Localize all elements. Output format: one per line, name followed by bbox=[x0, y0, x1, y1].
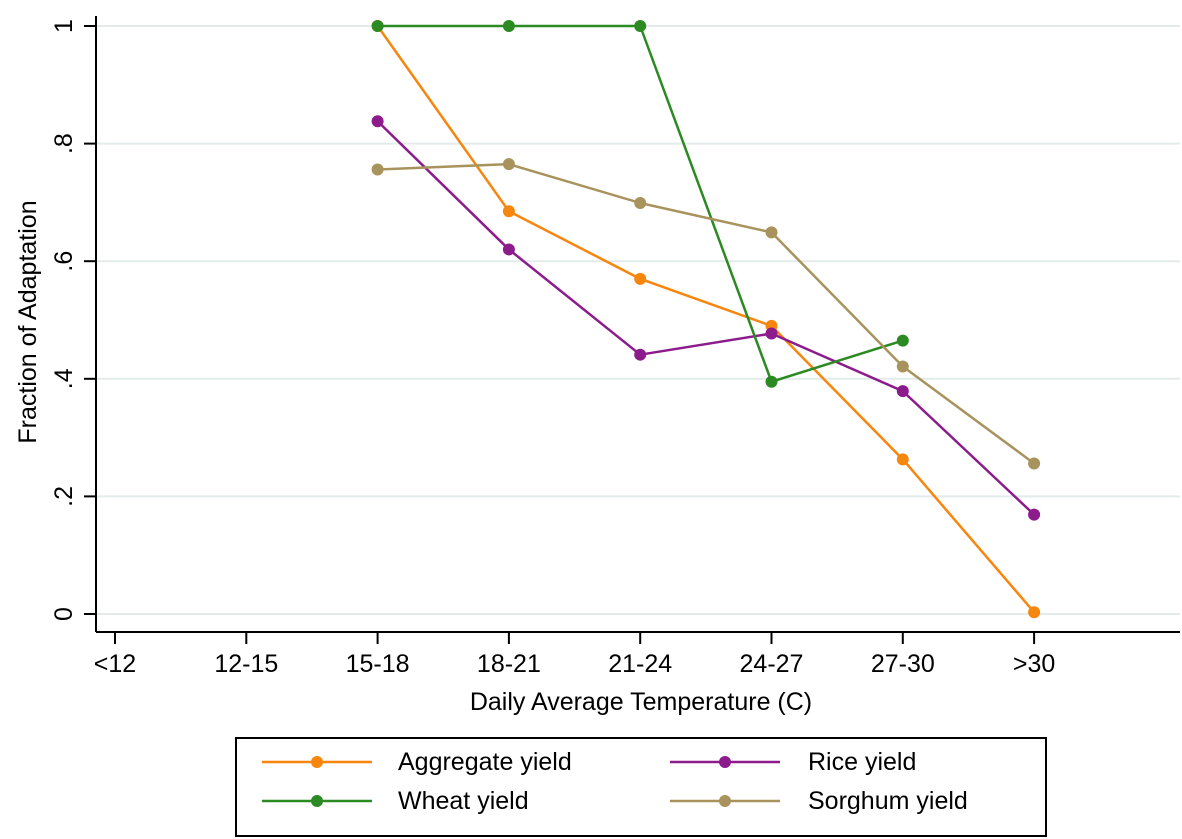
x-tick-label-4: 21-24 bbox=[608, 650, 672, 678]
series-2 bbox=[371, 20, 909, 388]
y-tick-label-4: .8 bbox=[50, 133, 78, 154]
x-tick-label-3: 18-21 bbox=[477, 650, 541, 678]
series-3-point-2 bbox=[371, 163, 384, 176]
series-3-point-3 bbox=[502, 158, 515, 171]
legend-label-1: Rice yield bbox=[808, 748, 916, 776]
series-3-point-5 bbox=[765, 226, 778, 239]
series-1-point-7 bbox=[1028, 508, 1041, 521]
series-1-point-3 bbox=[502, 243, 515, 256]
x-tick-label-5: 24-27 bbox=[740, 650, 804, 678]
series-0-point-3 bbox=[502, 205, 515, 218]
y-tick-label-3: .6 bbox=[50, 251, 78, 272]
legend-swatch-marker-0 bbox=[311, 756, 323, 768]
series-3-point-7 bbox=[1028, 457, 1041, 470]
series-2-point-6 bbox=[896, 334, 909, 347]
series-3 bbox=[371, 158, 1041, 470]
legend-item-1: Rice yield bbox=[670, 748, 916, 776]
series-3-line bbox=[377, 162, 1035, 465]
series-0 bbox=[371, 20, 1041, 619]
x-tick-label-7: >30 bbox=[1013, 650, 1055, 678]
legend-box bbox=[235, 737, 1047, 837]
y-tick-label-2: .4 bbox=[50, 368, 78, 389]
legend-swatch-marker-2 bbox=[311, 795, 323, 807]
x-tick-label-6: 27-30 bbox=[871, 650, 935, 678]
series-lines bbox=[371, 20, 1041, 619]
legend-label-0: Aggregate yield bbox=[398, 748, 572, 776]
series-2-point-5 bbox=[765, 375, 778, 388]
series-2-point-3 bbox=[502, 20, 515, 32]
y-axis-title: Fraction of Adaptation bbox=[14, 200, 42, 443]
series-2-point-2 bbox=[371, 20, 384, 32]
y-tick-label-1: .2 bbox=[50, 486, 78, 507]
series-0-point-7 bbox=[1028, 606, 1041, 619]
series-2-point-4 bbox=[634, 20, 647, 32]
series-1-point-4 bbox=[634, 348, 647, 361]
legend-label-3: Sorghum yield bbox=[808, 787, 968, 815]
legend-label-2: Wheat yield bbox=[398, 787, 529, 815]
y-tick-label-5: 1 bbox=[50, 19, 78, 33]
series-3-point-4 bbox=[634, 196, 647, 209]
series-0-point-4 bbox=[634, 272, 647, 285]
series-0-line bbox=[376, 25, 1036, 614]
x-tick-label-1: 12-15 bbox=[214, 650, 278, 678]
legend-item-3: Sorghum yield bbox=[670, 787, 968, 815]
legend-item-2: Wheat yield bbox=[262, 787, 529, 815]
x-axis-title: Daily Average Temperature (C) bbox=[470, 688, 812, 716]
legend-item-0: Aggregate yield bbox=[262, 748, 572, 776]
x-tick-label-2: 15-18 bbox=[346, 650, 410, 678]
series-1-line bbox=[376, 120, 1035, 516]
series-1-point-2 bbox=[371, 115, 384, 128]
x-tick-label-0: <12 bbox=[94, 650, 136, 678]
axes: 0 .2 .4 .6 .8 1 <12 12-15 15-18 18-21 21-24 24-27 27… bbox=[50, 16, 1180, 678]
legend-swatch-marker-3 bbox=[719, 795, 731, 807]
y-tick-label-0: 0 bbox=[50, 607, 78, 621]
series-0-point-6 bbox=[896, 453, 909, 466]
legend-swatch-marker-1 bbox=[719, 756, 731, 768]
series-3-point-6 bbox=[896, 360, 909, 373]
series-1-point-6 bbox=[896, 385, 909, 398]
series-1 bbox=[371, 115, 1041, 521]
series-1-point-5 bbox=[765, 327, 778, 340]
legend: Aggregate yield Rice yield Wheat yield Sorg… bbox=[235, 737, 1047, 837]
grid-lines bbox=[96, 25, 1180, 615]
